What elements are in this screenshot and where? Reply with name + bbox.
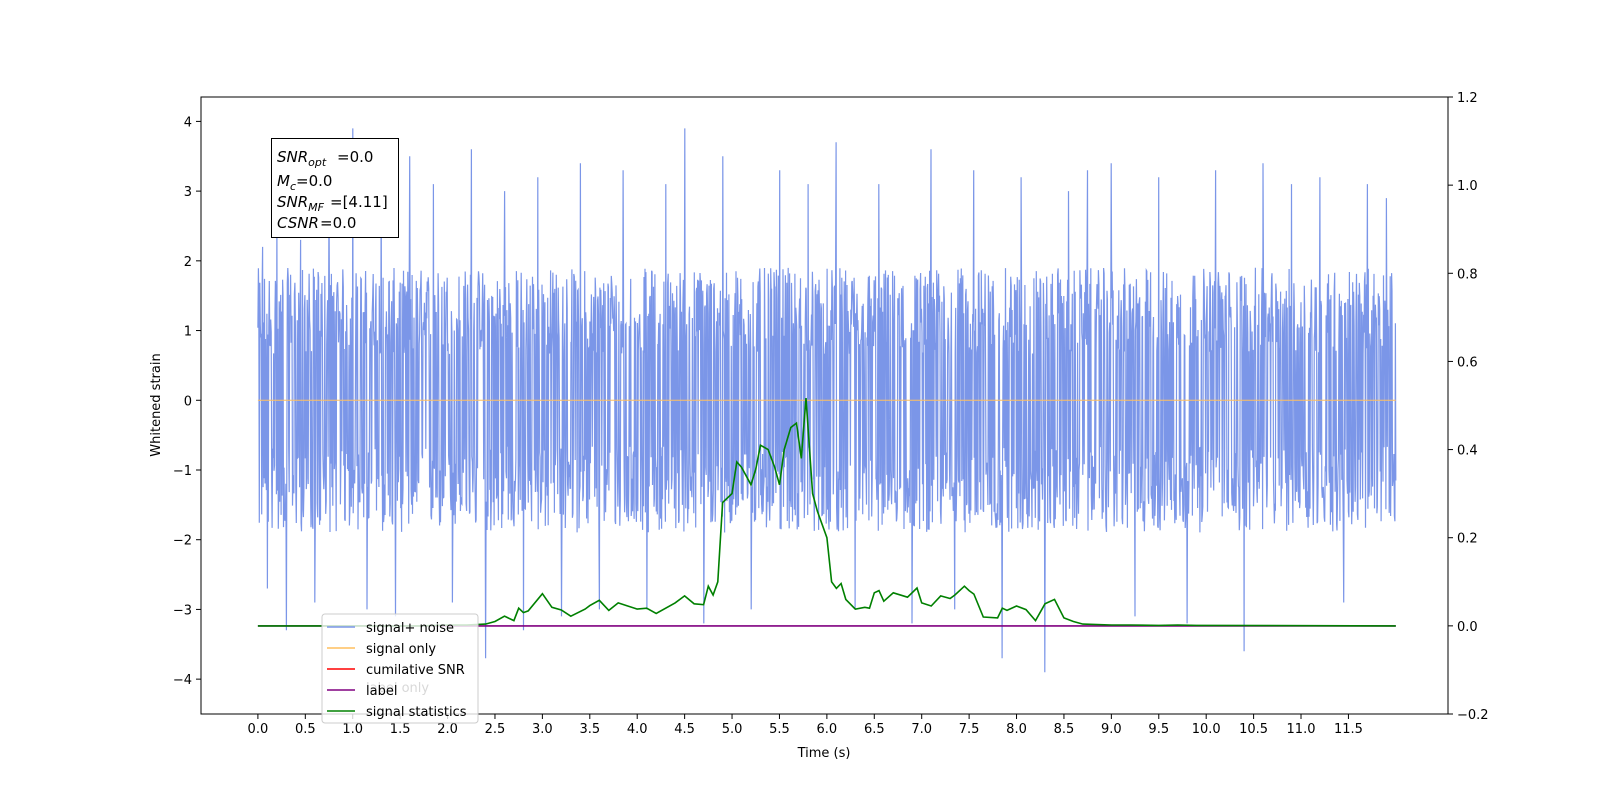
left-y-tick-label: 1 bbox=[184, 325, 192, 340]
annotation-box: SNRopt =0.0 Mc =0.0 SNRMF =[4.11] CSNR =… bbox=[271, 138, 399, 238]
right-y-axis-ticks: −0.2 0.0 0.2 0.4 0.6 0.8 1.0 1.2 bbox=[1448, 91, 1489, 723]
left-y-tick-label: 4 bbox=[184, 115, 192, 130]
x-tick-label: 6.0 bbox=[817, 722, 838, 737]
legend-frame bbox=[321, 613, 479, 724]
x-tick-label: 9.0 bbox=[1101, 722, 1122, 737]
legend-label: signal+ noise bbox=[366, 621, 454, 636]
x-tick-label: 1.5 bbox=[390, 722, 411, 737]
legend-items: signal+ noise signal only cumilative SNR la… bbox=[327, 621, 467, 720]
right-y-tick-label: 1.2 bbox=[1457, 91, 1478, 106]
signal-noise-line bbox=[257, 128, 1397, 673]
x-tick-label: 5.0 bbox=[722, 722, 743, 737]
x-tick-label: 9.5 bbox=[1148, 722, 1169, 737]
left-y-axis-ticks: −4 −3 −2 −1 0 1 2 3 4 bbox=[173, 115, 201, 688]
annotation-snr-opt-value: =0.0 bbox=[337, 148, 373, 166]
annotation-frame bbox=[271, 138, 399, 238]
x-tick-label: 11.0 bbox=[1287, 722, 1316, 737]
annotation-mc-value: =0.0 bbox=[296, 172, 332, 190]
legend: label only signal+ noise signal only cumil… bbox=[321, 613, 479, 724]
right-y-tick-label: 0.0 bbox=[1457, 620, 1478, 635]
annotation-csnr-symbol: CSNR bbox=[277, 214, 319, 232]
left-y-tick-label: −1 bbox=[173, 464, 192, 479]
x-tick-label: 10.0 bbox=[1192, 722, 1221, 737]
x-tick-label: 1.0 bbox=[342, 722, 363, 737]
axes-frame bbox=[200, 96, 1449, 715]
x-tick-label: 2.0 bbox=[437, 722, 458, 737]
x-tick-label: 7.5 bbox=[959, 722, 980, 737]
x-tick-label: 8.5 bbox=[1054, 722, 1075, 737]
legend-label: signal statistics bbox=[366, 705, 467, 720]
x-tick-label: 11.5 bbox=[1334, 722, 1363, 737]
x-tick-label: 6.5 bbox=[864, 722, 885, 737]
legend-occluded-text: label only bbox=[366, 681, 429, 696]
right-y-tick-label: −0.2 bbox=[1457, 708, 1489, 723]
annotation-snr-mf-value: =[4.11] bbox=[330, 193, 388, 211]
signal-statistics-line bbox=[257, 397, 1396, 627]
x-axis-label: Time (s) bbox=[797, 746, 851, 761]
x-tick-label: 4.5 bbox=[674, 722, 695, 737]
y-axis-label: Whitened strain bbox=[149, 353, 164, 456]
right-y-tick-label: 0.6 bbox=[1457, 355, 1478, 370]
x-tick-label: 10.5 bbox=[1239, 722, 1268, 737]
right-y-tick-label: 0.4 bbox=[1457, 444, 1478, 459]
left-y-tick-label: −4 bbox=[173, 673, 192, 688]
x-tick-label: 3.5 bbox=[579, 722, 600, 737]
x-tick-label: 4.0 bbox=[627, 722, 648, 737]
x-tick-label: 0.0 bbox=[248, 722, 269, 737]
legend-label: label bbox=[366, 684, 397, 699]
legend-label: signal only bbox=[366, 642, 436, 657]
x-tick-label: 0.5 bbox=[295, 722, 316, 737]
right-y-tick-label: 1.0 bbox=[1457, 179, 1478, 194]
x-tick-label: 5.5 bbox=[769, 722, 790, 737]
signal-noise-series bbox=[257, 128, 1397, 673]
right-y-tick-label: 0.8 bbox=[1457, 267, 1478, 282]
annotation-csnr-value: =0.0 bbox=[320, 214, 356, 232]
left-y-tick-label: 3 bbox=[184, 185, 192, 200]
x-tick-label: 3.0 bbox=[532, 722, 553, 737]
x-axis-ticks: 0.0 0.5 1.0 1.5 2.0 2.5 3.0 3.5 4.0 4.5 5.0 5.5 6.0 6… bbox=[248, 714, 1363, 737]
x-tick-label: 2.5 bbox=[485, 722, 506, 737]
left-y-tick-label: 2 bbox=[184, 255, 192, 270]
left-y-tick-label: 0 bbox=[184, 394, 192, 409]
right-y-tick-label: 0.2 bbox=[1457, 532, 1478, 547]
left-y-tick-label: −2 bbox=[173, 534, 192, 549]
x-tick-label: 8.0 bbox=[1006, 722, 1027, 737]
legend-label: cumilative SNR bbox=[366, 663, 465, 678]
x-tick-label: 7.0 bbox=[911, 722, 932, 737]
left-y-tick-label: −3 bbox=[173, 603, 192, 618]
